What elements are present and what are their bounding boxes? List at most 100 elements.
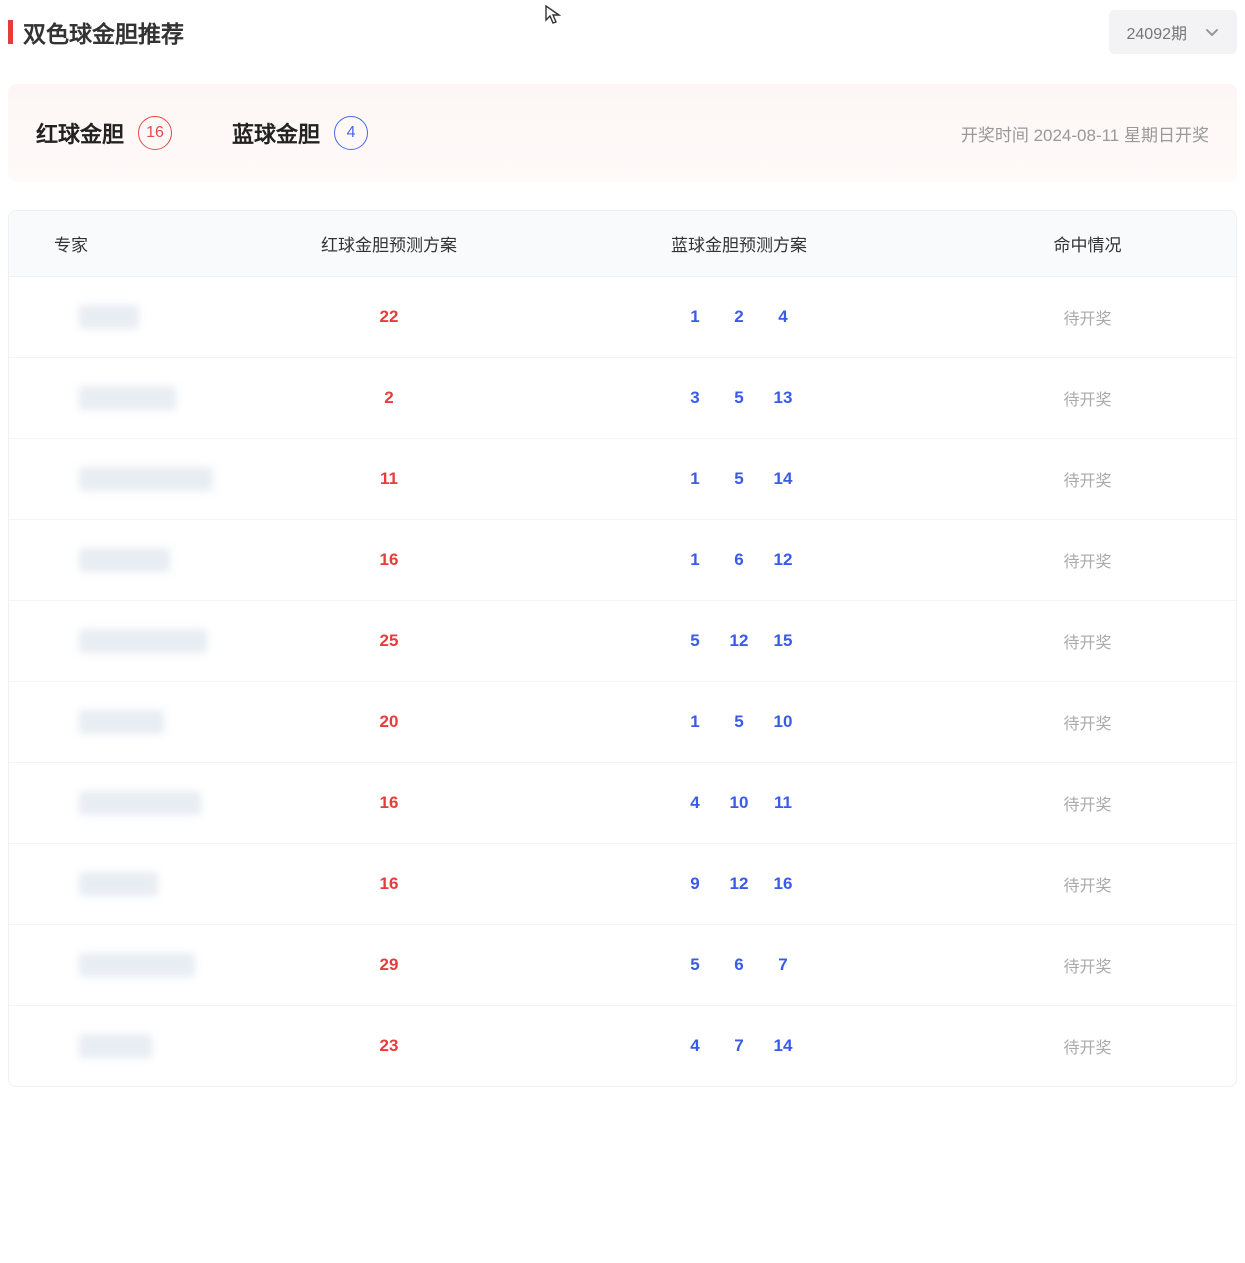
blue-number: 4	[684, 1036, 706, 1056]
cell-status: 待开奖	[939, 386, 1236, 410]
red-number: 25	[380, 631, 399, 650]
cell-red-plan: 23	[239, 1036, 539, 1056]
prediction-table: 专家 红球金胆预测方案 蓝球金胆预测方案 命中情况 22124待开奖23513待…	[8, 210, 1237, 1087]
cell-expert	[9, 386, 239, 410]
cell-blue-plan: 1510	[539, 712, 939, 732]
red-number: 16	[380, 874, 399, 893]
blue-numbers-wrap: 51215	[539, 631, 939, 651]
cell-status: 待开奖	[939, 710, 1236, 734]
expert-blurred	[79, 872, 158, 896]
title-wrap: 双色球金胆推荐	[8, 15, 184, 49]
blue-number: 1	[684, 712, 706, 732]
summary-blue-label: 蓝球金胆	[232, 117, 320, 149]
red-number: 11	[380, 469, 398, 488]
red-number: 23	[380, 1036, 399, 1055]
cell-blue-plan: 1612	[539, 550, 939, 570]
blue-numbers-wrap: 3513	[539, 388, 939, 408]
period-select[interactable]: 24092期	[1109, 10, 1238, 54]
cell-status: 待开奖	[939, 548, 1236, 572]
red-number: 20	[380, 712, 399, 731]
blue-numbers-wrap: 4 7 14	[539, 1036, 939, 1056]
blue-numbers-wrap: 1510	[539, 712, 939, 732]
blue-numbers-wrap: 124	[539, 307, 939, 327]
cell-expert	[9, 710, 239, 734]
cell-status: 待开奖	[939, 1034, 1236, 1058]
blue-numbers-wrap: 1514	[539, 469, 939, 489]
cell-status: 待开奖	[939, 953, 1236, 977]
cell-status: 待开奖	[939, 872, 1236, 896]
blue-number: 6	[728, 955, 750, 975]
blue-number: 11	[772, 793, 794, 813]
status-text: 待开奖	[1063, 473, 1111, 490]
cell-red-plan: 16	[239, 874, 539, 894]
cell-red-plan: 2	[239, 388, 539, 408]
blue-number: 14	[772, 1036, 794, 1056]
blue-numbers-wrap: 567	[539, 955, 939, 975]
red-number: 2	[384, 388, 393, 407]
summary-card: 红球金胆 16 蓝球金胆 4 开奖时间 2024-08-11 星期日开奖	[8, 84, 1237, 182]
cell-status: 待开奖	[939, 791, 1236, 815]
draw-time: 开奖时间 2024-08-11 星期日开奖	[961, 121, 1209, 146]
cell-expert	[9, 953, 239, 977]
th-red-plan: 红球金胆预测方案	[239, 231, 539, 256]
table-row[interactable]: 1641011待开奖	[9, 763, 1236, 844]
table-row[interactable]: 25 51215 待开奖	[9, 601, 1236, 682]
table-row[interactable]: 16 9 12 16 待开奖	[9, 844, 1236, 925]
expert-blurred	[79, 791, 201, 815]
blue-number: 5	[728, 712, 750, 732]
cell-red-plan: 22	[239, 307, 539, 327]
status-text: 待开奖	[1063, 392, 1111, 409]
table-row[interactable]: 16 1612 待开奖	[9, 520, 1236, 601]
status-text: 待开奖	[1063, 554, 1111, 571]
cell-blue-plan: 51215	[539, 631, 939, 651]
cell-expert	[9, 872, 239, 896]
header-row: 双色球金胆推荐 24092期	[8, 0, 1237, 84]
cell-expert	[9, 548, 239, 572]
cell-expert	[9, 467, 239, 491]
blue-numbers-wrap: 9 12 16	[539, 874, 939, 894]
expert-blurred	[79, 386, 176, 410]
blue-number: 4	[684, 793, 706, 813]
blue-number: 1	[684, 307, 706, 327]
table-row[interactable]: 29567待开奖	[9, 925, 1236, 1006]
status-text: 待开奖	[1063, 716, 1111, 733]
blue-number: 9	[684, 874, 706, 894]
table-row[interactable]: 11 1514 待开奖	[9, 439, 1236, 520]
expert-blurred	[79, 1034, 152, 1058]
status-text: 待开奖	[1063, 311, 1111, 328]
table-header: 专家 红球金胆预测方案 蓝球金胆预测方案 命中情况	[9, 211, 1236, 277]
title-accent-bar	[8, 20, 13, 44]
blue-number: 14	[772, 469, 794, 489]
page-title: 双色球金胆推荐	[23, 15, 184, 49]
blue-number: 15	[772, 631, 794, 651]
status-text: 待开奖	[1063, 635, 1111, 652]
red-number: 22	[380, 307, 399, 326]
table-row[interactable]: 2 3513 待开奖	[9, 358, 1236, 439]
cell-blue-plan: 41011	[539, 793, 939, 813]
red-ball: 16	[138, 116, 172, 150]
cell-red-plan: 16	[239, 550, 539, 570]
blue-number: 7	[728, 1036, 750, 1056]
blue-number: 12	[728, 874, 750, 894]
summary-red-label: 红球金胆	[36, 117, 124, 149]
table-row[interactable]: 22 124 待开奖	[9, 277, 1236, 358]
blue-numbers-wrap: 1612	[539, 550, 939, 570]
th-status: 命中情况	[939, 231, 1236, 256]
table-row[interactable]: 23 4 7 14 待开奖	[9, 1006, 1236, 1086]
expert-blurred	[79, 953, 195, 977]
blue-number: 16	[772, 874, 794, 894]
blue-number: 4	[772, 307, 794, 327]
expert-blurred	[79, 305, 139, 329]
cell-status: 待开奖	[939, 305, 1236, 329]
blue-number: 6	[728, 550, 750, 570]
cell-red-plan: 16	[239, 793, 539, 813]
table-row[interactable]: 20 1510 待开奖	[9, 682, 1236, 763]
red-number: 16	[380, 550, 399, 569]
summary-left: 红球金胆 16 蓝球金胆 4	[36, 116, 368, 150]
cell-blue-plan: 9 12 16	[539, 874, 939, 894]
cell-red-plan: 25	[239, 631, 539, 651]
cell-red-plan: 20	[239, 712, 539, 732]
cell-blue-plan: 567	[539, 955, 939, 975]
blue-number: 5	[728, 469, 750, 489]
status-text: 待开奖	[1063, 1040, 1111, 1057]
